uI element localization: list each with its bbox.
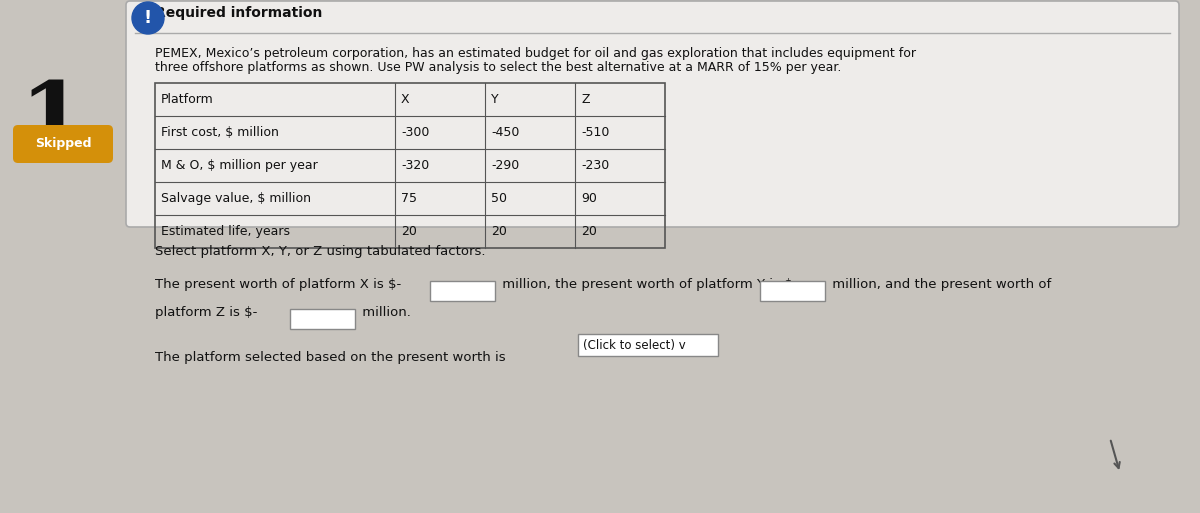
Text: million, and the present worth of: million, and the present worth of [828,278,1051,291]
Text: Platform: Platform [161,93,214,106]
Text: 1: 1 [19,78,85,168]
Text: -450: -450 [491,126,520,139]
Bar [430,281,496,301]
Text: First cost, $ million: First cost, $ million [161,126,278,139]
Text: Salvage value, $ million: Salvage value, $ million [161,192,311,205]
Text: Estimated life, years: Estimated life, years [161,225,290,238]
Bar [290,309,355,329]
Text: 20: 20 [401,225,416,238]
Text: Select platform X, Y, or Z using tabulated factors.: Select platform X, Y, or Z using tabulat… [155,245,486,258]
Text: 50: 50 [491,192,508,205]
Text: -300: -300 [401,126,430,139]
Bar [760,281,826,301]
Text: million, the present worth of platform Y is $-: million, the present worth of platform Y… [498,278,797,291]
Text: The platform selected based on the present worth is: The platform selected based on the prese… [155,351,505,364]
Text: !: ! [144,9,152,27]
FancyBboxPatch shape [126,1,1178,227]
Text: 75: 75 [401,192,418,205]
Text: PEMEX, Mexico’s petroleum corporation, has an estimated budget for oil and gas e: PEMEX, Mexico’s petroleum corporation, h… [155,47,916,60]
FancyBboxPatch shape [13,125,113,163]
Text: The present worth of platform X is $-: The present worth of platform X is $- [155,278,401,291]
Bar [155,83,665,248]
Text: 90: 90 [581,192,596,205]
Text: platform Z is $-: platform Z is $- [155,306,257,319]
Text: Skipped: Skipped [35,137,91,150]
Bar [578,334,718,356]
Text: million.: million. [358,306,410,319]
Text: (Click to select) v: (Click to select) v [583,339,685,351]
Text: X: X [401,93,409,106]
Text: -510: -510 [581,126,610,139]
Circle shape [132,2,164,34]
Text: Z: Z [581,93,589,106]
Text: -230: -230 [581,159,610,172]
Text: -320: -320 [401,159,430,172]
Text: M & O, $ million per year: M & O, $ million per year [161,159,318,172]
Text: 20: 20 [581,225,596,238]
Text: -290: -290 [491,159,520,172]
Text: three offshore platforms as shown. Use PW analysis to select the best alternativ: three offshore platforms as shown. Use P… [155,61,841,74]
Text: Required information: Required information [155,6,323,20]
Text: 20: 20 [491,225,506,238]
Text: Y: Y [491,93,499,106]
